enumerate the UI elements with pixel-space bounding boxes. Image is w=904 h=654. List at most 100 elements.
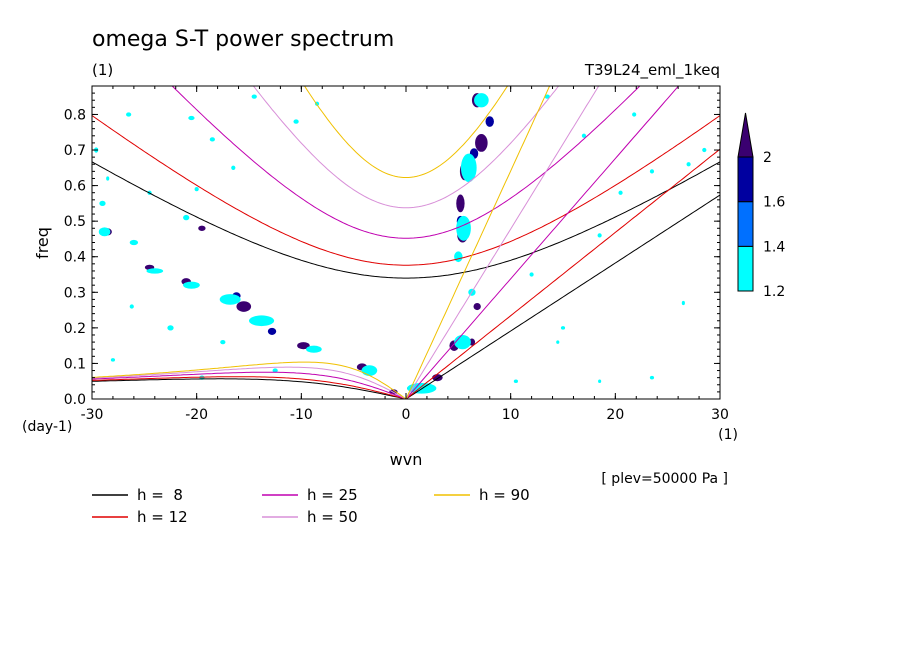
contour-blob-38 xyxy=(99,200,106,207)
contour-blob-25 xyxy=(460,153,477,183)
contour-blob-49 xyxy=(188,115,195,121)
contour-blob-54 xyxy=(581,133,587,138)
x-tick-label: -30 xyxy=(81,407,104,423)
contour-blob-60 xyxy=(618,190,623,195)
x-tick-label: 20 xyxy=(606,407,624,423)
contour-blob-23 xyxy=(267,327,277,335)
x-tick-label: 0 xyxy=(402,407,411,423)
contour-blob-14 xyxy=(297,342,310,350)
y-tick-label: 0.4 xyxy=(64,250,86,266)
contour-blob-53 xyxy=(544,94,550,99)
legend-label-h90: h = 90 xyxy=(479,486,530,504)
contour-blob-32 xyxy=(306,345,322,353)
ig-curve-h12 xyxy=(92,115,720,266)
contour-blob-34 xyxy=(219,294,241,305)
contour-blob-56 xyxy=(632,112,637,117)
contour-blob-12 xyxy=(236,301,252,312)
legend-label-h50: h = 50 xyxy=(307,508,358,526)
x-tick-label: -20 xyxy=(185,407,208,423)
contour-blob-67 xyxy=(598,379,602,383)
contour-blob-47 xyxy=(293,119,299,124)
colorbar-label: 1.6 xyxy=(763,195,785,211)
y-tick-label: 0.1 xyxy=(64,356,86,372)
contour-blob-33 xyxy=(249,315,275,327)
rossby-curve-h50 xyxy=(92,366,407,399)
colorbar-box xyxy=(737,245,754,292)
y-tick-label: 0.3 xyxy=(64,285,86,301)
contour-blob-57 xyxy=(681,300,685,306)
y-tick-label: 0.7 xyxy=(64,143,86,159)
contour-blob-5 xyxy=(473,302,481,311)
colorbar: 1.2 1.4 1.6 2 xyxy=(737,112,785,300)
contour-blob-61 xyxy=(686,162,691,167)
legend-label-h12: h = 12 xyxy=(137,508,188,526)
contour-blob-72 xyxy=(110,358,116,362)
axis-ticks: -30 -20 -10 0 10 20 30 0.0 0.1 0.2 0.3 0.4 0.5 0.6 0.7… xyxy=(64,86,729,423)
contour-blob-18 xyxy=(198,225,206,231)
rossby-curve-h8 xyxy=(92,378,407,399)
contour-blob-55 xyxy=(649,169,655,174)
contour-blob-3 xyxy=(456,194,465,213)
contour-blob-9 xyxy=(432,374,443,382)
contour-blob-63 xyxy=(597,233,602,238)
x-tick-label: -10 xyxy=(290,407,313,423)
x-tick-label: 10 xyxy=(502,407,520,423)
colorbar-label: 2 xyxy=(763,150,772,166)
contour-blob-66 xyxy=(513,379,518,383)
contour-blob-52 xyxy=(231,165,236,170)
ig-curve-h50 xyxy=(252,86,560,209)
plot-frame xyxy=(91,85,721,400)
y-tick-label: 0.0 xyxy=(64,392,86,408)
colorbar-label: 1.2 xyxy=(763,284,785,300)
legend: h = 8 h = 12 h = 25 h = 50 h = 90 xyxy=(92,486,530,526)
contour-blob-29 xyxy=(454,334,471,350)
legend-label-h8: h = 8 xyxy=(137,486,183,504)
rossby-curve-h25 xyxy=(92,371,407,399)
contour-blob-40 xyxy=(129,239,139,246)
y-tick-label: 0.8 xyxy=(64,107,86,123)
chart-title: omega S-T power spectrum xyxy=(92,27,394,52)
contour-blob-58 xyxy=(649,375,655,380)
colorbar-label: 1.4 xyxy=(763,239,785,255)
contour-blob-36 xyxy=(146,268,164,274)
kelvin-curve-h50 xyxy=(405,86,600,399)
y-tick-label: 0.5 xyxy=(64,214,86,230)
x-axis-label: wvn xyxy=(390,450,423,469)
contour-blob-37 xyxy=(98,227,111,237)
x-unit-label: (1) xyxy=(718,427,738,443)
y-tick-label: 0.2 xyxy=(64,321,86,337)
contour-blob-41 xyxy=(183,214,190,221)
kelvin-curve-h12 xyxy=(405,148,720,399)
contour-blob-59 xyxy=(560,326,566,330)
contour-blob-24 xyxy=(474,93,489,108)
contour-blob-26 xyxy=(456,215,471,241)
contour-blob-65 xyxy=(556,340,560,344)
contour-blob-42 xyxy=(167,325,174,331)
ig-curve-h8 xyxy=(92,161,720,279)
contour-blob-69 xyxy=(106,176,110,181)
colorbar-box xyxy=(737,156,754,203)
rossby-curve-h90 xyxy=(92,361,407,399)
contour-blob-35 xyxy=(183,281,200,289)
dispersion-curves xyxy=(92,86,720,399)
y-unit-label: (day-1) xyxy=(22,419,72,435)
kelvin-curve-h8 xyxy=(405,194,720,399)
x-tick-label: 30 xyxy=(711,407,729,423)
chart-subtitle-left: (1) xyxy=(92,61,113,79)
contour-blob-71 xyxy=(129,304,134,309)
y-axis-label: freq xyxy=(33,227,52,259)
chart-subtitle-right: T39L24_eml_1keq xyxy=(584,61,720,80)
ig-curve-h90 xyxy=(303,86,509,178)
contour-blob-27 xyxy=(454,251,463,263)
power-contours xyxy=(94,93,707,395)
ig-curve-h25 xyxy=(171,86,641,239)
contour-blob-45 xyxy=(272,368,278,373)
contour-blob-64 xyxy=(529,272,534,277)
contour-blob-31 xyxy=(361,365,378,376)
y-tick-label: 0.6 xyxy=(64,179,86,195)
contour-blob-51 xyxy=(194,187,199,192)
legend-label-h25: h = 25 xyxy=(307,486,358,504)
contour-blob-48 xyxy=(251,94,257,99)
contour-blob-50 xyxy=(126,112,132,117)
